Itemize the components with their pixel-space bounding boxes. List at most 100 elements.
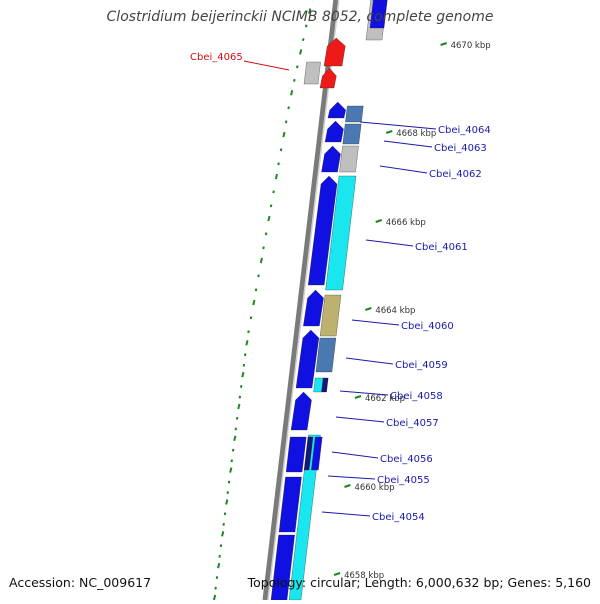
scale-tick bbox=[344, 485, 350, 487]
gene-block-red bbox=[324, 38, 345, 66]
outer-arc-dash bbox=[241, 385, 242, 388]
gene-label: Cbei_4065 bbox=[190, 52, 243, 63]
scale-tick bbox=[365, 308, 371, 310]
gene-label: Cbei_4059 bbox=[395, 360, 448, 371]
outer-arc-dash bbox=[273, 191, 274, 194]
outer-arc-dash bbox=[245, 353, 246, 356]
outer-arc-dash bbox=[256, 289, 257, 292]
gene-leader-line bbox=[352, 320, 399, 325]
genome-summary: Topology: circular; Length: 6,000,632 bp… bbox=[248, 575, 591, 590]
gene-label: Cbei_4057 bbox=[386, 418, 439, 429]
accession-label: Accession: NC_009617 bbox=[9, 575, 151, 590]
outer-arc-dash bbox=[306, 25, 307, 28]
outer-arc-dash bbox=[294, 79, 295, 82]
outer-arc-dash bbox=[222, 531, 223, 536]
outer-arc-dash bbox=[291, 90, 292, 95]
gene-block-red bbox=[320, 68, 336, 88]
gene-block-blue bbox=[303, 290, 323, 326]
outer-arc-dash bbox=[225, 513, 226, 516]
gene-leader-line bbox=[332, 452, 378, 458]
scale-tick-label: 4668 kbp bbox=[396, 129, 436, 139]
scale-tick bbox=[376, 220, 382, 222]
map-title: Clostridium beijerinckii NCIMB 8052, com… bbox=[0, 9, 600, 25]
scale-tick-label: 4666 kbp bbox=[386, 218, 426, 228]
outer-arc-dash bbox=[217, 576, 218, 579]
outer-arc-dash bbox=[240, 396, 241, 399]
scale-tick bbox=[386, 131, 392, 133]
outer-arc-dash bbox=[300, 49, 301, 54]
outer-arc-dash bbox=[258, 275, 259, 278]
scale-tick-label: 4664 kbp bbox=[375, 306, 415, 316]
outer-arc-dash bbox=[288, 107, 289, 110]
outer-arc-dash bbox=[263, 247, 264, 250]
gene-block-blue bbox=[286, 437, 306, 472]
gene-label: Cbei_4058 bbox=[390, 391, 443, 402]
gene-block-blue bbox=[291, 392, 311, 430]
gene-leader-line bbox=[244, 61, 289, 70]
gene-block-blue bbox=[325, 121, 343, 142]
gene-label: Cbei_4061 bbox=[415, 242, 468, 253]
outer-arc-dash bbox=[229, 481, 230, 484]
gene-label: Cbei_4062 bbox=[429, 169, 482, 180]
gene-block-blue bbox=[328, 102, 346, 118]
scale-tick-label: 4670 kbp bbox=[451, 41, 491, 51]
outer-arc-dash bbox=[266, 233, 267, 236]
outer-arc-dash bbox=[238, 404, 239, 409]
gene-leader-line bbox=[384, 141, 432, 147]
gene-leader-line bbox=[380, 166, 427, 173]
outer-arc-dash bbox=[268, 216, 269, 221]
outer-arc-dash bbox=[215, 587, 216, 590]
outer-arc-dash bbox=[237, 417, 238, 420]
outer-arc-dash bbox=[253, 300, 254, 305]
gene-leader-line bbox=[328, 476, 375, 479]
gene-block-gray bbox=[340, 146, 359, 172]
gene-block-steel bbox=[316, 338, 336, 372]
outer-arc-dash bbox=[233, 449, 234, 452]
outer-arc-dash bbox=[251, 317, 252, 320]
gene-block-blue bbox=[322, 146, 341, 172]
outer-arc-dash bbox=[286, 121, 287, 124]
gene-label: Cbei_4054 bbox=[372, 512, 425, 523]
gene-block-steel bbox=[345, 106, 363, 122]
scale-tick bbox=[355, 396, 361, 398]
outer-arc-dash bbox=[218, 563, 219, 568]
outer-arc-dash bbox=[281, 149, 282, 152]
gene-label: Cbei_4056 bbox=[380, 454, 433, 465]
gene-leader-line bbox=[336, 417, 384, 422]
outer-arc-dash bbox=[232, 460, 233, 463]
outer-arc-dash bbox=[278, 163, 279, 166]
outer-arc-dash bbox=[219, 555, 220, 558]
outer-arc-dash bbox=[283, 132, 284, 137]
outer-arc-dash bbox=[276, 174, 277, 179]
gene-leader-line bbox=[366, 240, 413, 246]
outer-arc-dash bbox=[297, 66, 298, 69]
gene-label: Cbei_4055 bbox=[377, 475, 430, 486]
outer-arc-dash bbox=[227, 491, 228, 494]
outer-arc-dash bbox=[248, 331, 249, 334]
gene-label: Cbei_4060 bbox=[401, 321, 454, 332]
gene-block-olive bbox=[320, 295, 341, 336]
outer-arc-dash bbox=[271, 205, 272, 208]
scale-tick bbox=[441, 43, 447, 45]
gene-block-gray bbox=[304, 62, 321, 84]
outer-arc-dash bbox=[261, 258, 262, 263]
outer-arc-dash bbox=[236, 428, 237, 431]
outer-arc-dash bbox=[223, 523, 224, 526]
outer-arc-dash bbox=[246, 340, 247, 345]
outer-arc-dash bbox=[226, 499, 227, 504]
gene-leader-line bbox=[322, 512, 370, 516]
gene-block-steel bbox=[343, 124, 361, 144]
gene-leader-line bbox=[346, 358, 393, 364]
outer-arc-dash bbox=[303, 38, 304, 41]
outer-arc-dash bbox=[221, 544, 222, 547]
gene-label: Cbei_4064 bbox=[438, 125, 491, 136]
gene-label: Cbei_4063 bbox=[434, 143, 487, 154]
outer-arc-dash bbox=[230, 468, 231, 473]
outer-arc-dash bbox=[234, 436, 235, 441]
gene-leader-line bbox=[360, 122, 436, 129]
outer-arc-dash bbox=[214, 595, 215, 600]
outer-arc-dash bbox=[244, 364, 245, 367]
outer-arc-dash bbox=[242, 372, 243, 377]
